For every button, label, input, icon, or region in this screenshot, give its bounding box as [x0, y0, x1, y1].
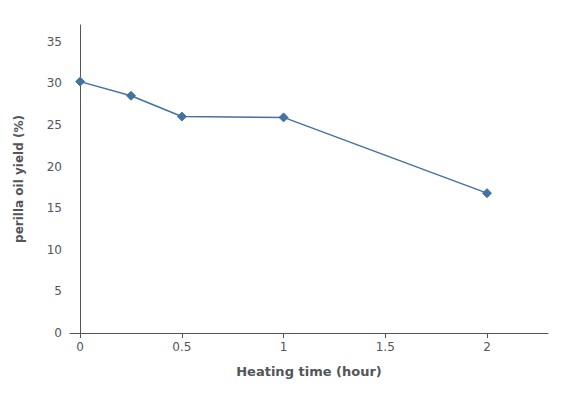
svg-text:0.5: 0.5	[172, 340, 191, 354]
svg-text:15: 15	[47, 201, 62, 215]
svg-text:0: 0	[76, 340, 84, 354]
svg-text:1: 1	[280, 340, 288, 354]
svg-text:35: 35	[47, 35, 62, 49]
svg-text:10: 10	[47, 243, 62, 257]
svg-text:25: 25	[47, 118, 62, 132]
svg-text:2: 2	[483, 340, 491, 354]
svg-text:perilla oil yield (%): perilla oil yield (%)	[12, 115, 26, 243]
svg-text:30: 30	[47, 76, 62, 90]
svg-text:20: 20	[47, 160, 62, 174]
svg-text:Heating time (hour): Heating time (hour)	[236, 364, 382, 379]
svg-text:0: 0	[54, 326, 62, 340]
svg-text:1.5: 1.5	[376, 340, 395, 354]
svg-text:5: 5	[54, 284, 62, 298]
